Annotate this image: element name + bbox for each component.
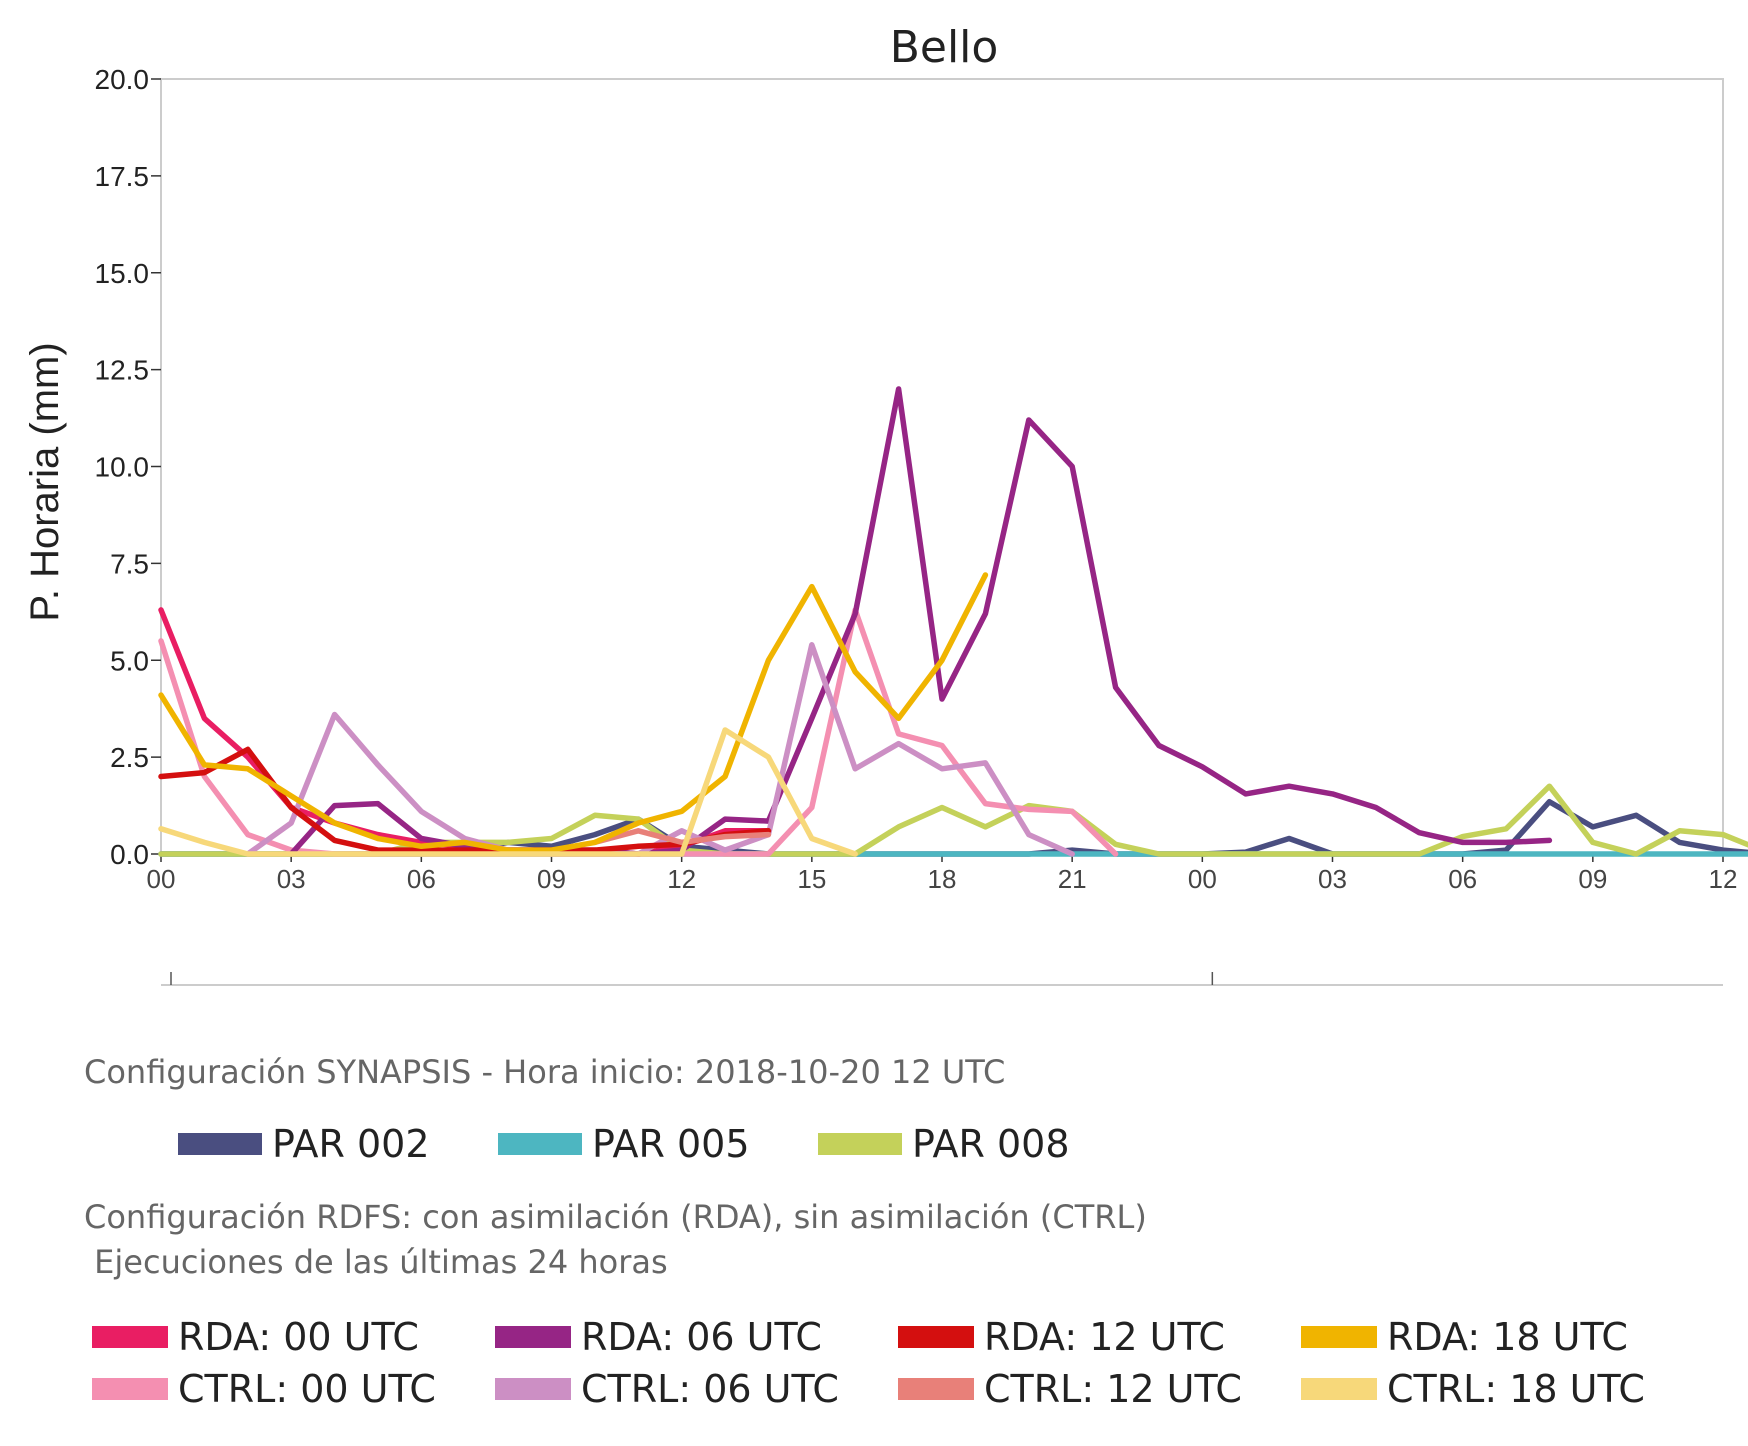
date-axis: 2018-10-21 2018-10-22 bbox=[110, 972, 1274, 1000]
x-tick-label: 21 bbox=[1058, 864, 1087, 894]
legend-swatch bbox=[92, 1378, 168, 1400]
x-tick-label: 09 bbox=[537, 864, 566, 894]
x-tick-label: 12 bbox=[1709, 864, 1738, 894]
series-line-rda-18-utc bbox=[158, 572, 989, 853]
series-line-ctrl-06-utc bbox=[245, 642, 1075, 857]
legend-swatch bbox=[495, 1326, 571, 1348]
date-tick-label: 2018-10-21 bbox=[110, 997, 233, 1000]
series-lines bbox=[158, 386, 1748, 857]
x-tick-label: 15 bbox=[797, 864, 826, 894]
legend-swatch bbox=[898, 1326, 974, 1348]
y-tick-label: 10.0 bbox=[95, 452, 150, 483]
legend-label: PAR 005 bbox=[592, 1122, 750, 1166]
legend-label: PAR 008 bbox=[912, 1122, 1070, 1166]
x-tick-label: 09 bbox=[1578, 864, 1607, 894]
legend-swatch bbox=[495, 1378, 571, 1400]
x-tick-label: 03 bbox=[1318, 864, 1347, 894]
y-tick-label: 0.0 bbox=[110, 839, 149, 870]
series-line-rda-12-utc bbox=[158, 746, 772, 853]
series-line-rda-06-utc bbox=[288, 386, 1553, 857]
series-line-ctrl-12-utc bbox=[592, 828, 772, 846]
y-axis-label: P. Horaria (mm) bbox=[23, 342, 67, 621]
legend-item: CTRL: 06 UTC bbox=[495, 1367, 839, 1411]
legend-swatch bbox=[1301, 1326, 1377, 1348]
x-axis: 00 03 06 09 12 15 18 21 00 03 06 09 12 bbox=[147, 854, 1738, 894]
y-tick-label: 7.5 bbox=[110, 548, 149, 579]
x-tick-label: 18 bbox=[928, 864, 957, 894]
y-tick-label: 5.0 bbox=[110, 645, 149, 676]
y-tick-label: 12.5 bbox=[95, 355, 150, 386]
rdfs-caption-line2: Ejecuciones de las últimas 24 horas bbox=[84, 1243, 668, 1281]
legend-label: CTRL: 12 UTC bbox=[984, 1367, 1242, 1411]
legend-swatch bbox=[178, 1133, 262, 1155]
legend-label: RDA: 18 UTC bbox=[1387, 1315, 1628, 1359]
date-tick-label: 2018-10-22 bbox=[1151, 997, 1274, 1000]
legend-item: RDA: 12 UTC bbox=[898, 1315, 1225, 1359]
legend-label: RDA: 06 UTC bbox=[581, 1315, 822, 1359]
series-line-rda-00-utc bbox=[158, 607, 772, 857]
chart: Bello P. Horaria (mm) 0.0 2.5 5.0 7.5 10.0 12… bbox=[23, 22, 1748, 1000]
chart-title: Bello bbox=[890, 22, 999, 73]
legend-swatch bbox=[898, 1378, 974, 1400]
rdfs-caption-line1: Configuración RDFS: con asimilación (RDA… bbox=[84, 1198, 1147, 1236]
legend-item: PAR 002 bbox=[178, 1122, 430, 1166]
legend-item: CTRL: 18 UTC bbox=[1301, 1367, 1645, 1411]
legend-swatch bbox=[498, 1133, 582, 1155]
legend-label: RDA: 00 UTC bbox=[178, 1315, 419, 1359]
legend-item: PAR 005 bbox=[498, 1122, 750, 1166]
legend-item: RDA: 18 UTC bbox=[1301, 1315, 1628, 1359]
y-tick-label: 15.0 bbox=[95, 258, 150, 289]
x-tick-label: 06 bbox=[1448, 864, 1477, 894]
series-line-ctrl-18-utc bbox=[158, 727, 858, 857]
legend-swatch bbox=[818, 1133, 902, 1155]
y-axis: 0.0 2.5 5.0 7.5 10.0 12.5 15.0 17.5 20.0 bbox=[95, 64, 161, 870]
legend-item: CTRL: 12 UTC bbox=[898, 1367, 1242, 1411]
legend-swatch bbox=[92, 1326, 168, 1348]
synapsis-caption: Configuración SYNAPSIS - Hora inicio: 20… bbox=[84, 1053, 1006, 1091]
legend-label: RDA: 12 UTC bbox=[984, 1315, 1225, 1359]
legend-label: PAR 002 bbox=[272, 1122, 430, 1166]
legend-label: CTRL: 06 UTC bbox=[581, 1367, 839, 1411]
x-tick-label: 06 bbox=[407, 864, 436, 894]
y-tick-label: 20.0 bbox=[95, 64, 150, 95]
legend-label: CTRL: 18 UTC bbox=[1387, 1367, 1645, 1411]
x-tick-label: 00 bbox=[1188, 864, 1217, 894]
plot-frame bbox=[160, 78, 1724, 855]
legend-item: CTRL: 00 UTC bbox=[92, 1367, 436, 1411]
y-tick-label: 17.5 bbox=[95, 161, 150, 192]
legend-item: RDA: 00 UTC bbox=[92, 1315, 419, 1359]
x-tick-label: 03 bbox=[277, 864, 306, 894]
y-tick-label: 2.5 bbox=[110, 742, 149, 773]
legend-item: RDA: 06 UTC bbox=[495, 1315, 822, 1359]
legend-item: PAR 008 bbox=[818, 1122, 1070, 1166]
legend-label: CTRL: 00 UTC bbox=[178, 1367, 436, 1411]
x-tick-label: 12 bbox=[667, 864, 696, 894]
x-tick-label: 00 bbox=[147, 864, 176, 894]
legend-swatch bbox=[1301, 1378, 1377, 1400]
